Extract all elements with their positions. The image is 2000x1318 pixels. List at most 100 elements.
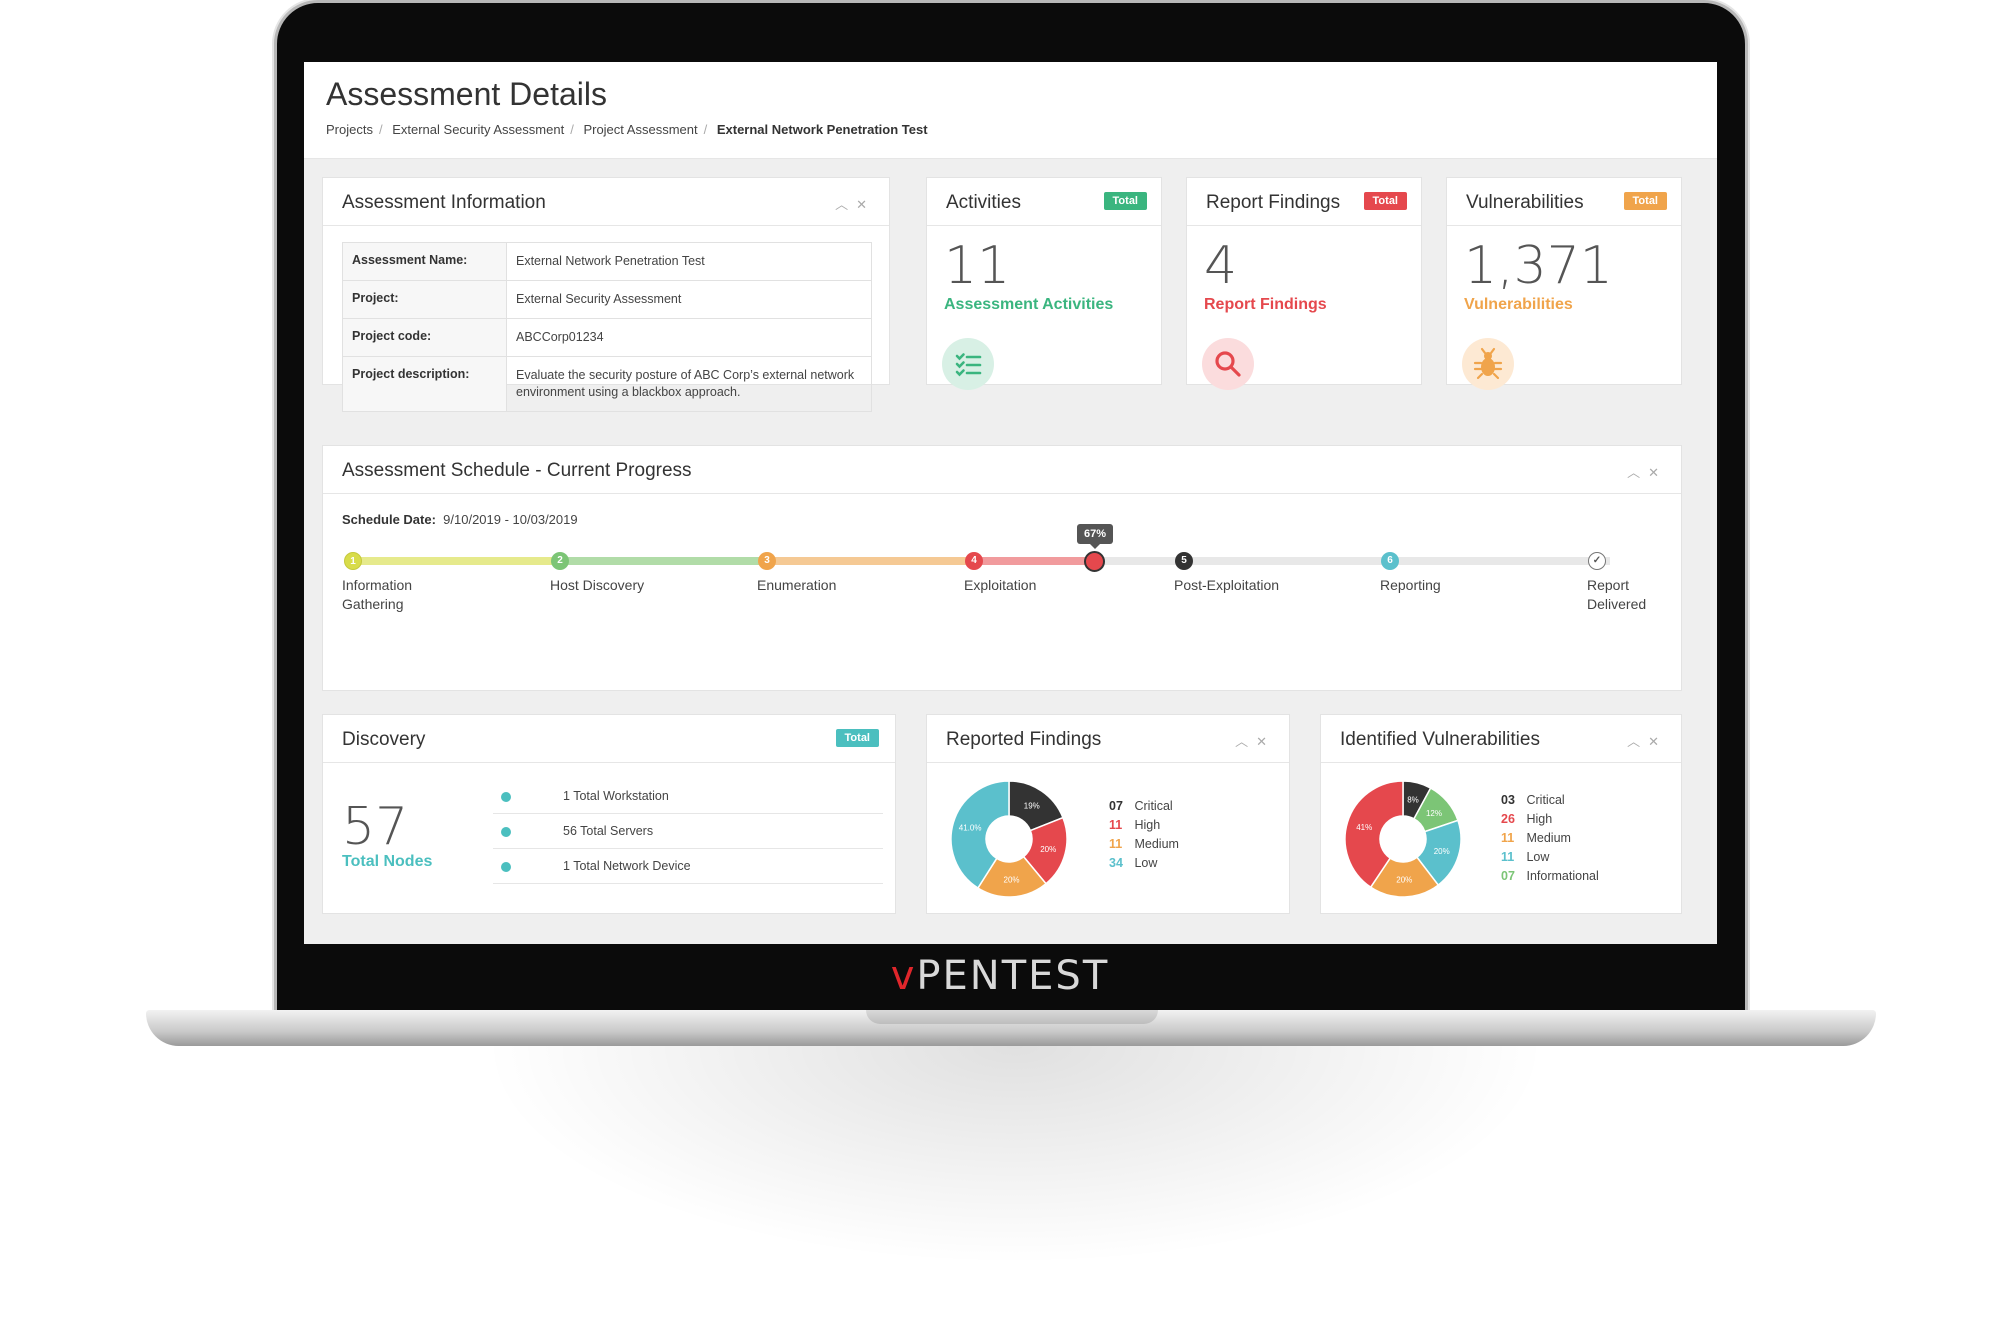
info-value: ABCCorp01234 [506,318,872,357]
breadcrumb-separator: / [703,122,708,137]
legend-item: 11 High [1109,816,1179,835]
bug-icon [1462,338,1514,390]
panel-header: Identified Vulnerabilities ︿✕ [1321,715,1681,763]
activities-count: 11 [944,236,1011,296]
panel-header: Reported Findings ︿✕ [927,715,1289,763]
schedule-date-label: Schedule Date: [342,512,436,527]
collapse-icon[interactable]: ︿ [1627,734,1649,749]
brand-logo: vPENTEST [0,953,2000,999]
reported-findings-panel: Reported Findings ︿✕ 19% 20% 20% 41.0% 07 C… [926,714,1290,914]
step-node-4[interactable]: 4 [965,552,983,570]
legend-label: High [1134,818,1161,832]
table-row: Project: External Security Assessment [342,280,872,319]
panel-controls: ︿✕ [1627,731,1667,750]
list-item-text: 56 Total Servers [563,824,654,838]
breadcrumb: Projects / External Security Assessment / … [326,122,934,137]
card-title: Activities [946,192,1021,213]
schedule-date: Schedule Date: 9/10/2019 - 10/03/2019 [342,512,578,527]
legend-item: 03 Critical [1501,791,1599,810]
legend-count: 11 [1501,831,1515,845]
legend-label: Critical [1526,793,1565,807]
pie-data-label: 19% [1024,802,1040,811]
list-item-text: 1 Total Workstation [563,789,669,803]
collapse-icon[interactable]: ︿ [1627,465,1649,480]
legend-label: Critical [1134,799,1173,813]
identified-vulnerabilities-donut-chart: 8% 12% 20% 20% 41% [1344,780,1462,898]
close-icon[interactable]: ✕ [1648,465,1667,480]
checklist-icon [942,338,994,390]
assessment-schedule-panel: Assessment Schedule - Current Progress ︿… [322,445,1682,691]
pie-data-label: 41% [1356,823,1372,832]
legend-count: 11 [1109,818,1123,832]
dot-icon [501,862,511,872]
info-label: Assessment Name: [342,242,507,281]
legend-label: Informational [1526,869,1599,883]
pie-data-label: 20% [1004,875,1020,884]
vulnerabilities-card: Vulnerabilities Total 1,371 Vulnerabilit… [1446,177,1682,390]
panel-title: Discovery [342,729,426,750]
pie-data-label: 20% [1040,845,1056,854]
activities-caption: Assessment Activities [944,296,1114,313]
breadcrumb-project-assessment[interactable]: Project Assessment [583,122,698,137]
close-icon[interactable]: ✕ [1648,734,1667,749]
total-badge: Total [1103,192,1147,210]
total-nodes-count: 57 [342,797,409,857]
app-screen: Assessment Details Projects / External Se… [304,62,1717,944]
step-node-5[interactable]: 5 [1175,552,1193,570]
pie-data-label: 41.0% [959,824,982,833]
collapse-icon[interactable]: ︿ [1235,734,1257,749]
progress-marker[interactable] [1084,551,1105,572]
legend-label: High [1526,812,1553,826]
panel-header: Assessment Information ︿✕ [323,178,889,226]
report-findings-caption: Report Findings [1204,296,1327,313]
page-title: Assessment Details [326,76,607,112]
table-row: Project description: Evaluate the securit… [342,356,872,412]
legend-count: 03 [1501,793,1515,807]
breadcrumb-separator: / [570,122,574,137]
collapse-icon[interactable]: ︿ [835,197,857,212]
total-badge: Total [1363,192,1407,210]
total-badge: Total [1623,192,1667,210]
page-header: Assessment Details Projects / External Se… [304,62,1717,159]
list-item-text: 1 Total Network Device [563,859,691,873]
step-label: Report Delivered [1587,577,1647,612]
legend-item: 11 Low [1501,848,1599,867]
step-node-delivered[interactable]: ✓ [1588,552,1606,570]
progress-segment-enumeration [762,557,969,565]
info-label: Project code: [342,318,507,357]
legend-count: 34 [1109,856,1123,870]
legend-item: 34 Low [1109,854,1179,873]
step-node-2[interactable]: 2 [551,552,569,570]
close-icon[interactable]: ✕ [856,197,875,212]
table-row: Project code: ABCCorp01234 [342,318,872,357]
close-icon[interactable]: ✕ [1256,734,1275,749]
pie-slice-high [1344,780,1404,889]
step-label: Enumeration [757,577,837,593]
legend-item: 07 Critical [1109,797,1179,816]
panel-header: Vulnerabilities Total [1447,178,1681,226]
breadcrumb-projects[interactable]: Projects [326,122,373,137]
breadcrumb-current: External Network Penetration Test [716,122,928,137]
progress-segment-host-discovery [555,557,762,565]
legend-label: Low [1526,850,1550,864]
step-label: Host Discovery [550,577,645,593]
breadcrumb-external-security-assessment[interactable]: External Security Assessment [392,122,565,137]
total-badge: Total [835,729,879,747]
step-node-1[interactable]: 1 [344,552,362,570]
step-node-6[interactable]: 6 [1381,552,1399,570]
legend-label: Low [1134,856,1158,870]
pie-slice-low [950,780,1010,890]
progress-tooltip: 67% [1077,524,1114,549]
panel-header: Discovery Total [323,715,895,763]
step-label: Post-Exploitation [1174,577,1280,593]
list-item: 56 Total Servers [493,814,883,849]
dot-icon [501,792,511,802]
legend-count: 11 [1501,850,1515,864]
legend-count: 11 [1109,837,1123,851]
step-node-3[interactable]: 3 [758,552,776,570]
step-label: Reporting [1380,577,1441,593]
legend-item: 26 High [1501,810,1599,829]
panel-controls: ︿✕ [835,194,875,213]
panel-header: Activities Total [927,178,1161,226]
